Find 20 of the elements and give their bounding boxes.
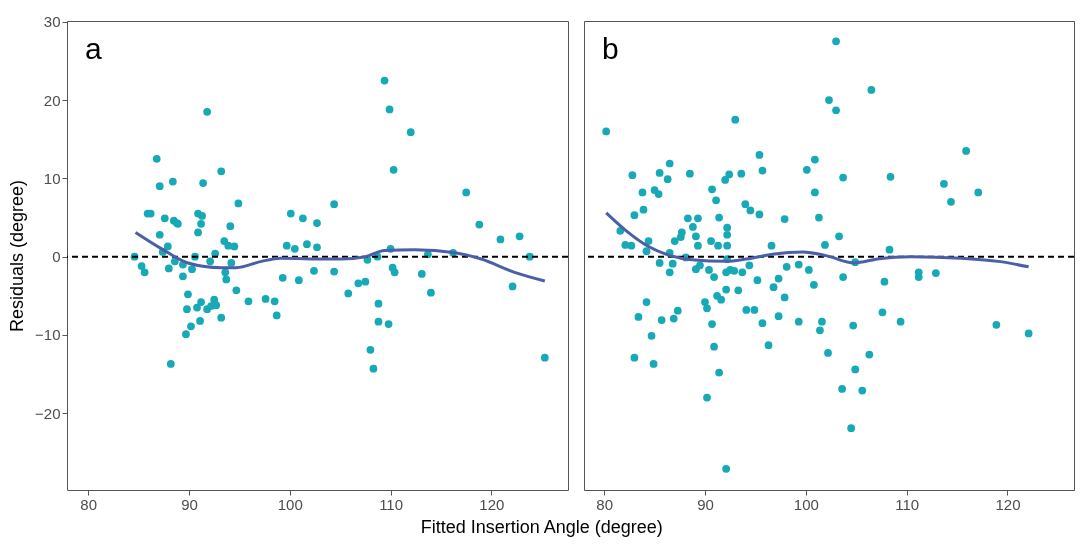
- x-tick-label: 100: [277, 495, 303, 513]
- x-tick-label: 120: [995, 495, 1021, 513]
- x-tick-label: 100: [793, 495, 819, 513]
- y-tick-label: 30: [43, 13, 61, 31]
- x-tick-label: 90: [181, 495, 198, 513]
- x-tick-label: 90: [697, 495, 714, 513]
- x-tick-label: 110: [379, 495, 404, 513]
- x-tick-label: 120: [479, 495, 505, 513]
- y-tick-label: 10: [43, 169, 61, 187]
- x-tick-label: 110: [895, 495, 920, 513]
- y-tick-label: 20: [43, 91, 61, 109]
- annotation: a: [85, 32, 102, 65]
- y-tick-label: −10: [35, 326, 61, 344]
- y-tick-label: −20: [35, 404, 61, 422]
- x-tick-label: 80: [596, 495, 614, 513]
- x-tick-label: 80: [80, 495, 98, 513]
- x-axis-title: Fitted Insertion Angle (degree): [420, 516, 663, 537]
- annotation: b: [602, 32, 619, 65]
- y-axis-title: Residuals (degree): [7, 179, 28, 333]
- y-tick-label: 0: [52, 248, 61, 266]
